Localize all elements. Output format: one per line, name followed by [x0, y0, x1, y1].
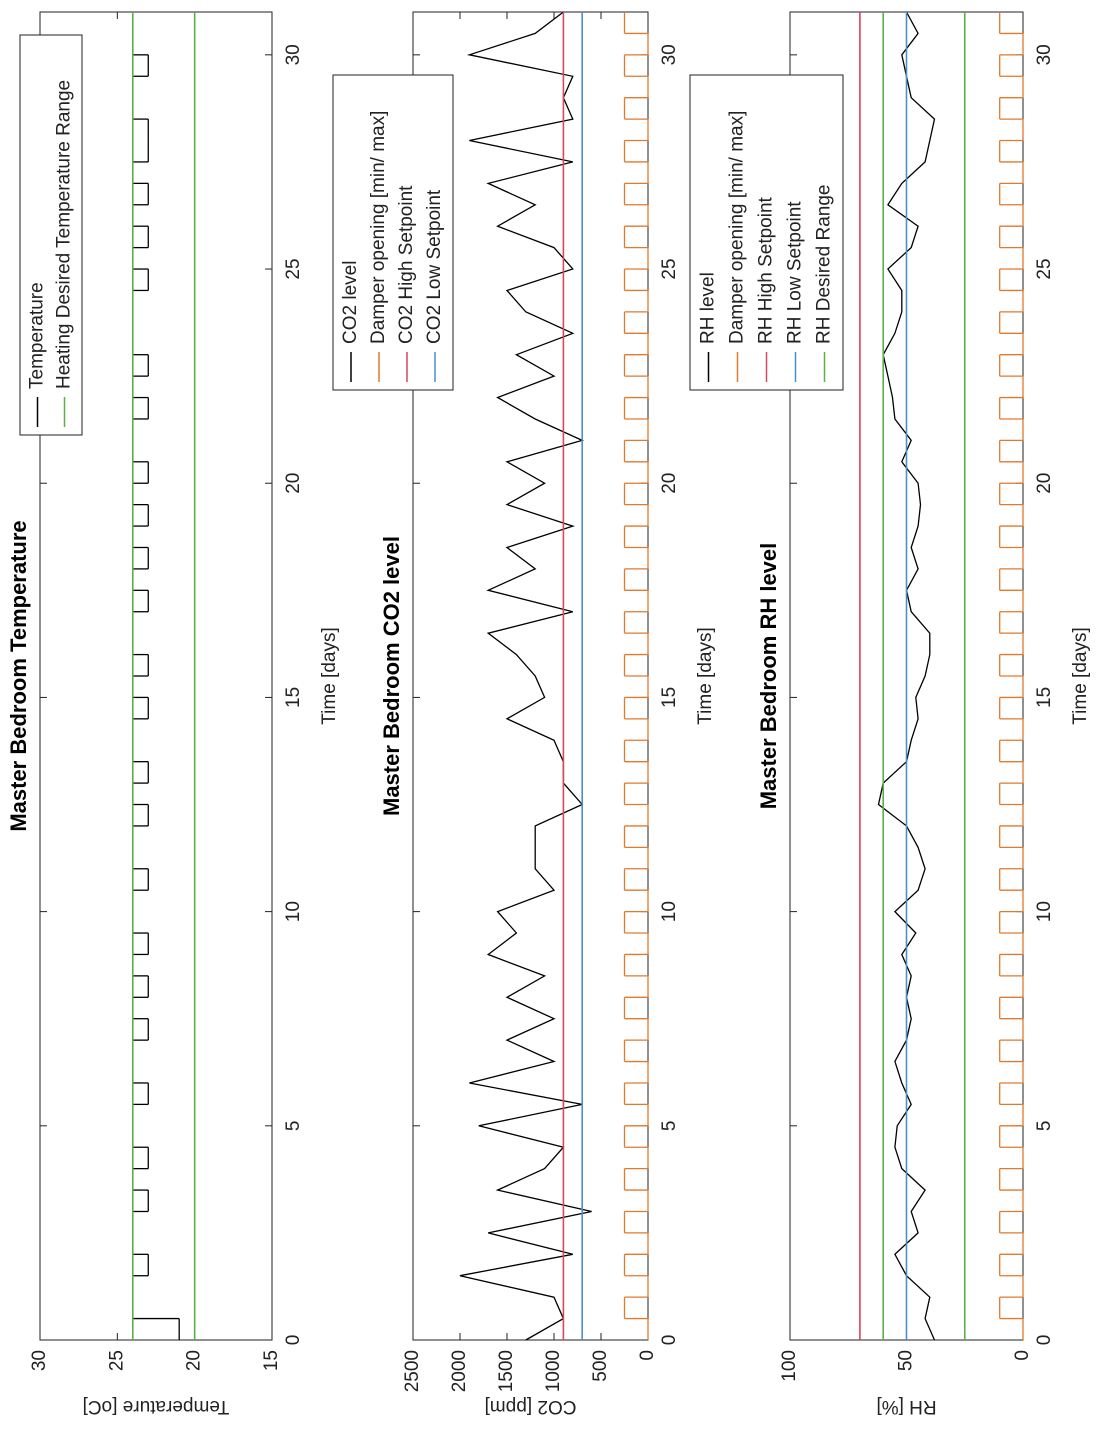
x-axis-label: Time [days]	[319, 627, 340, 725]
legend-label: RH High Setpoint	[756, 196, 777, 344]
x-tick-label: 25	[283, 258, 304, 279]
y-tick-label: 2000	[449, 1350, 470, 1392]
y-axis-label: Temperature [oC]	[83, 1396, 230, 1417]
x-tick-label: 5	[1034, 1121, 1055, 1132]
x-tick-label: 10	[1034, 901, 1055, 922]
y-tick-label: 15	[261, 1350, 282, 1371]
x-axis-label: Time [days]	[1070, 627, 1091, 725]
x-tick-label: 5	[283, 1121, 304, 1132]
y-tick-label: 0	[637, 1350, 658, 1361]
x-tick-label: 15	[1034, 687, 1055, 708]
x-tick-label: 0	[659, 1335, 680, 1346]
legend-label: CO2 High Setpoint	[396, 185, 417, 344]
x-tick-label: 15	[659, 687, 680, 708]
chart-title: Master Bedroom CO2 level	[379, 536, 404, 816]
y-tick-label: 20	[184, 1350, 205, 1371]
legend-label: RH Desired Range	[814, 185, 835, 344]
rotated-figure: Master Bedroom Temperature Time [days] Tem…	[6, 11, 1091, 1417]
x-tick-label: 25	[1034, 258, 1055, 279]
chart-title: Master Bedroom RH level	[756, 543, 781, 810]
y-tick-label: 500	[590, 1350, 611, 1382]
legend-box	[19, 34, 83, 436]
x-axis-label: Time [days]	[695, 627, 716, 725]
y-tick-label: 30	[29, 1350, 50, 1371]
series-line	[877, 11, 936, 1341]
y-tick-label: 0	[1012, 1350, 1033, 1361]
x-tick-label: 10	[659, 901, 680, 922]
x-tick-label: 0	[1034, 1335, 1055, 1346]
x-tick-label: 25	[659, 258, 680, 279]
legend-label: Damper opening [min/ max]	[727, 111, 748, 344]
legend-label: Heating Desired Temperature Range	[54, 80, 75, 389]
chart-title: Master Bedroom Temperature	[6, 520, 31, 831]
x-tick-label: 30	[659, 44, 680, 65]
x-tick-label: 0	[283, 1335, 304, 1346]
series-line	[459, 11, 592, 1341]
legend-label: CO2 level	[340, 261, 361, 344]
y-tick-label: 50	[896, 1350, 917, 1371]
x-tick-label: 20	[283, 473, 304, 494]
x-tick-label: 5	[659, 1121, 680, 1132]
y-tick-label: 25	[106, 1350, 127, 1371]
x-tick-label: 10	[283, 901, 304, 922]
y-tick-label: 1500	[496, 1350, 517, 1392]
x-tick-label: 30	[283, 44, 304, 65]
y-tick-label: 2500	[402, 1350, 423, 1392]
y-tick-label: 100	[779, 1350, 800, 1382]
legend-box	[689, 74, 844, 391]
y-axis-label: CO2 [ppm]	[485, 1396, 577, 1417]
x-tick-label: 30	[1034, 44, 1055, 65]
x-tick-label: 20	[1034, 473, 1055, 494]
legend-label: RH Low Setpoint	[785, 201, 806, 344]
axes-frame	[39, 11, 273, 1341]
legend-box	[332, 74, 454, 391]
legend-label: RH level	[698, 272, 719, 344]
y-tick-label: 1000	[543, 1350, 564, 1392]
x-tick-label: 20	[659, 473, 680, 494]
legend-label: CO2 Low Setpoint	[424, 189, 445, 344]
legend-label: Damper opening [min/ max]	[368, 111, 389, 344]
y-axis-label: RH [%]	[876, 1396, 936, 1417]
x-tick-label: 15	[283, 687, 304, 708]
legend-label: Temperature	[27, 282, 48, 389]
